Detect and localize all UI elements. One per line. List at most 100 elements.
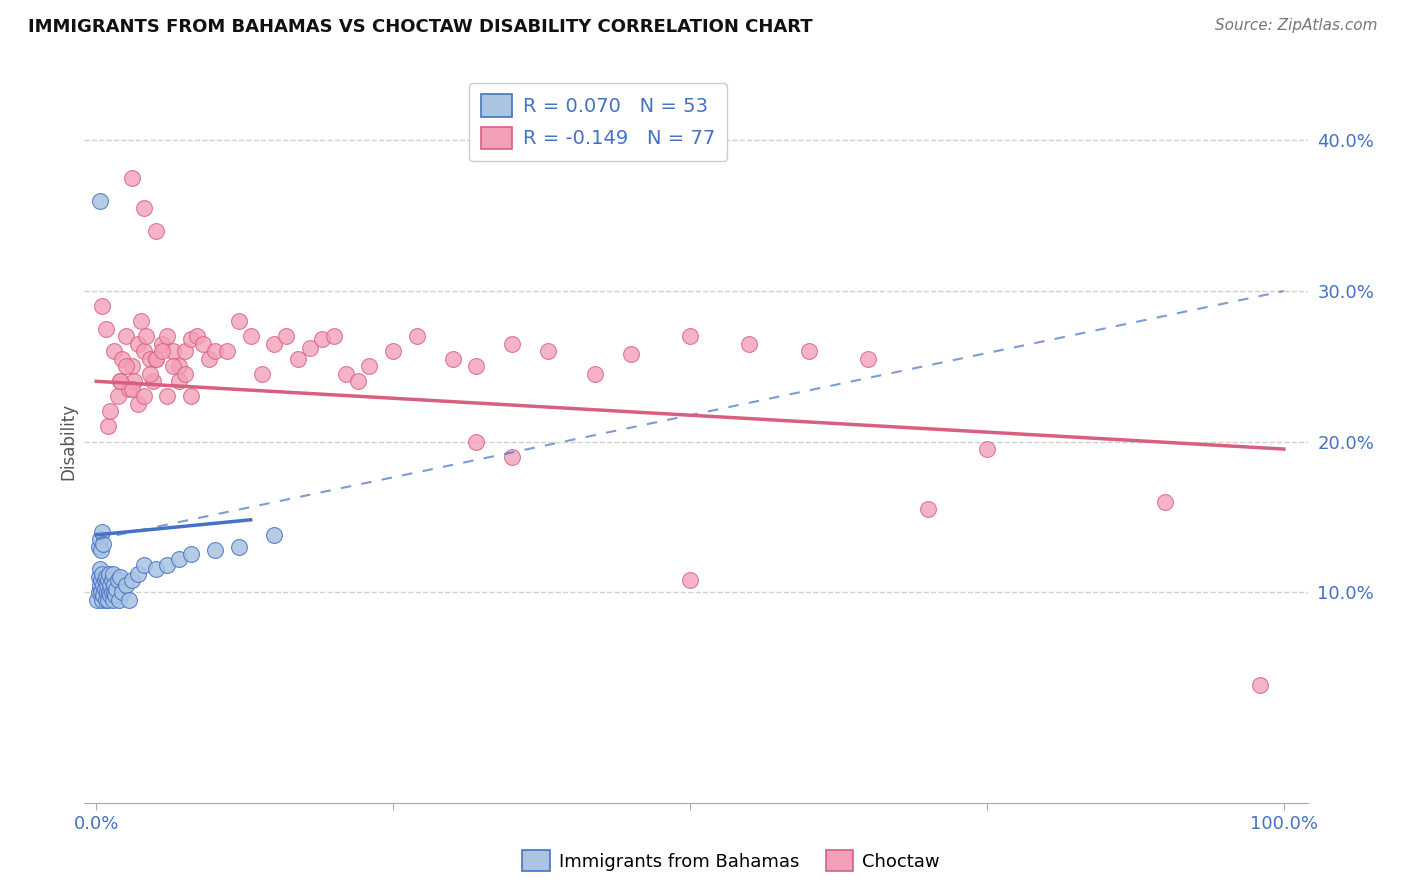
Point: [501, 336, 523, 351]
Point: [132, 558, 155, 572]
Point: [145, 351, 167, 366]
Point: [186, 329, 208, 343]
Point: [276, 329, 298, 343]
Point: [335, 367, 357, 381]
Point: [93, 573, 115, 587]
Point: [89, 194, 111, 208]
Point: [107, 573, 129, 587]
Point: [156, 329, 179, 343]
Point: [103, 585, 125, 599]
Point: [138, 351, 160, 366]
Point: [90, 585, 112, 599]
Legend: Immigrants from Bahamas, Choctaw: Immigrants from Bahamas, Choctaw: [515, 843, 948, 879]
Point: [127, 567, 149, 582]
Point: [180, 332, 202, 346]
Point: [127, 397, 149, 411]
Point: [441, 351, 464, 366]
Point: [101, 592, 124, 607]
Point: [103, 344, 125, 359]
Point: [679, 329, 702, 343]
Point: [263, 528, 285, 542]
Point: [90, 573, 112, 587]
Point: [87, 540, 110, 554]
Point: [93, 577, 115, 591]
Point: [976, 442, 998, 456]
Point: [94, 570, 117, 584]
Point: [180, 548, 202, 562]
Point: [89, 562, 111, 576]
Point: [359, 359, 381, 374]
Point: [856, 351, 879, 366]
Point: [100, 585, 122, 599]
Point: [127, 336, 149, 351]
Legend: R = 0.070   N = 53, R = -0.149   N = 77: R = 0.070 N = 53, R = -0.149 N = 77: [470, 83, 727, 161]
Point: [150, 344, 173, 359]
Point: [122, 374, 145, 388]
Point: [322, 329, 344, 343]
Point: [406, 329, 429, 343]
Point: [138, 367, 160, 381]
Point: [107, 389, 129, 403]
Point: [145, 351, 167, 366]
Point: [91, 299, 114, 313]
Point: [169, 552, 191, 566]
Point: [100, 404, 122, 418]
Point: [121, 171, 143, 186]
Point: [346, 374, 368, 388]
Point: [121, 382, 143, 396]
Point: [1154, 494, 1177, 508]
Point: [465, 434, 488, 449]
Point: [174, 367, 197, 381]
Point: [287, 351, 309, 366]
Point: [156, 558, 179, 572]
Point: [135, 329, 157, 343]
Point: [100, 573, 122, 587]
Point: [115, 329, 138, 343]
Point: [162, 359, 184, 374]
Point: [111, 585, 134, 599]
Point: [180, 389, 202, 403]
Point: [204, 344, 226, 359]
Point: [94, 592, 117, 607]
Point: [162, 344, 184, 359]
Point: [263, 336, 285, 351]
Point: [121, 359, 143, 374]
Point: [96, 577, 118, 591]
Point: [97, 573, 120, 587]
Point: [132, 344, 155, 359]
Point: [100, 588, 122, 602]
Point: [108, 374, 131, 388]
Point: [738, 336, 761, 351]
Point: [228, 314, 250, 328]
Point: [115, 577, 138, 591]
Point: [1249, 678, 1271, 692]
Point: [87, 570, 110, 584]
Point: [98, 585, 121, 599]
Point: [98, 567, 121, 582]
Point: [536, 344, 558, 359]
Point: [121, 573, 143, 587]
Point: [91, 524, 114, 539]
Text: IMMIGRANTS FROM BAHAMAS VS CHOCTAW DISABILITY CORRELATION CHART: IMMIGRANTS FROM BAHAMAS VS CHOCTAW DISAB…: [28, 18, 813, 36]
Point: [89, 533, 111, 547]
Point: [145, 224, 167, 238]
Point: [91, 567, 114, 582]
Point: [917, 502, 939, 516]
Point: [132, 201, 155, 215]
Point: [107, 592, 129, 607]
Y-axis label: Disability: Disability: [59, 403, 77, 480]
Point: [174, 344, 197, 359]
Point: [86, 592, 108, 607]
Point: [94, 321, 117, 335]
Point: [191, 336, 214, 351]
Point: [169, 359, 191, 374]
Point: [97, 419, 120, 434]
Point: [501, 450, 523, 464]
Point: [465, 359, 488, 374]
Point: [169, 374, 191, 388]
Point: [215, 344, 238, 359]
Point: [118, 592, 141, 607]
Point: [150, 336, 173, 351]
Point: [93, 588, 115, 602]
Point: [90, 542, 112, 557]
